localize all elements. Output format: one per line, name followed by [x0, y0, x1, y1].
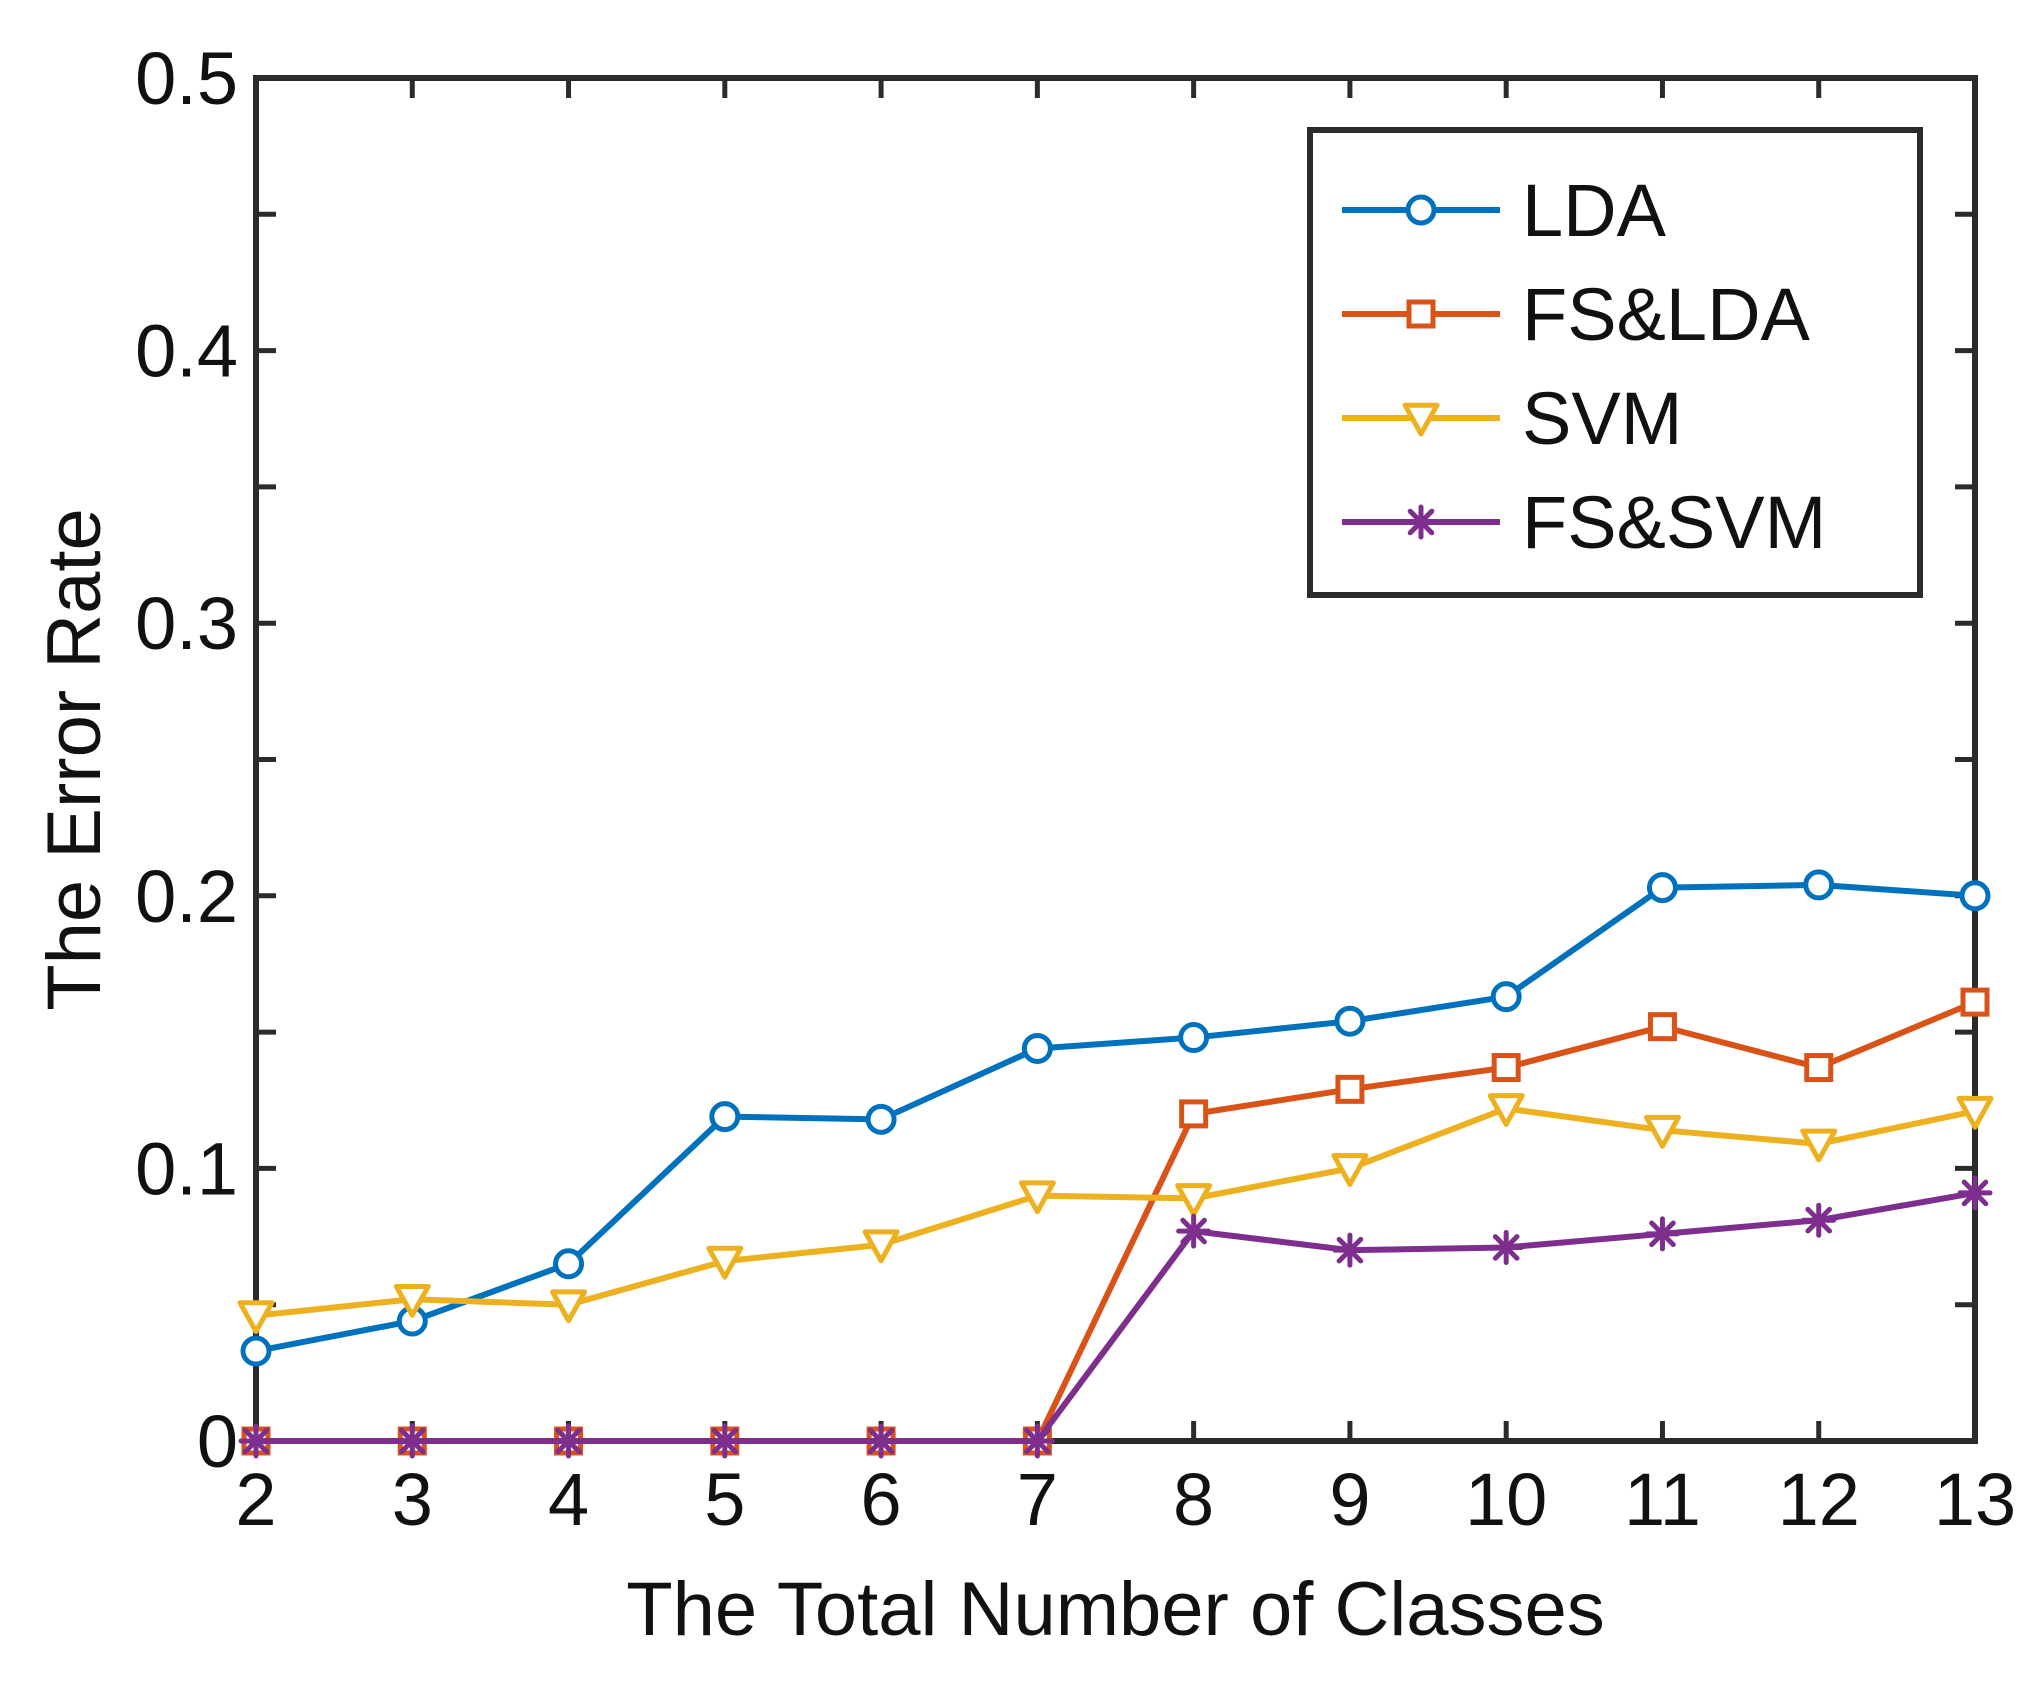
legend-label: SVM [1522, 377, 1682, 460]
legend-marker [1402, 402, 1440, 437]
data-point-lda [553, 1248, 585, 1280]
marker-stroke [1407, 508, 1435, 536]
data-point-fs-lda [1335, 1074, 1365, 1104]
data-point-svm [1331, 1153, 1369, 1187]
data-point-svm [1956, 1095, 1994, 1130]
marker-stroke [1492, 1234, 1520, 1261]
legend-marker [1403, 504, 1439, 540]
legend-label: LDA [1522, 169, 1667, 252]
data-point-fs-svm [551, 1423, 587, 1459]
legend: LDA FS&LDA SVM FS&SVM [1307, 127, 1923, 598]
data-point-svm [1175, 1183, 1213, 1217]
marker-stroke [1805, 1206, 1833, 1234]
data-point-lda [1959, 880, 1991, 912]
marker-stroke [711, 1427, 739, 1455]
data-point-fs-svm [707, 1423, 743, 1459]
marker-stroke [867, 1427, 895, 1455]
data-point-lda [709, 1101, 741, 1133]
data-point-lda [865, 1103, 897, 1135]
data-point-lda [1021, 1032, 1053, 1064]
x-tick-label: 8 [1173, 1458, 1214, 1541]
legend-label: FS&LDA [1522, 273, 1811, 356]
data-point-fs-lda [1491, 1053, 1521, 1083]
data-point-fs-svm [1488, 1229, 1524, 1265]
y-axis-label: The Error Rate [32, 508, 117, 1011]
data-point-lda [1334, 1005, 1366, 1037]
data-point-svm [1487, 1093, 1525, 1127]
series-line-svm [255, 1105, 1976, 1319]
series-lda [240, 869, 1991, 1367]
series-line-fs-svm [256, 1189, 1976, 1444]
legend-item-fs-svm: FS&SVM [1342, 481, 1826, 564]
y-tick-label: 0 [197, 1400, 238, 1483]
marker-stroke [1961, 1179, 1989, 1207]
data-point-svm [1018, 1180, 1056, 1215]
data-point-svm [393, 1283, 431, 1318]
data-point-svm [550, 1289, 588, 1324]
data-point-lda [240, 1335, 272, 1367]
data-point-fs-svm [863, 1423, 899, 1459]
x-tick-label: 7 [1017, 1458, 1058, 1541]
series-fs-svm [238, 1175, 1993, 1459]
data-point-svm [862, 1229, 900, 1264]
data-point-svm [1800, 1128, 1838, 1163]
data-point-fs-lda [1647, 1012, 1677, 1042]
data-point-lda [1178, 1022, 1210, 1054]
data-point-lda [1646, 872, 1678, 904]
data-point-fs-lda [1960, 987, 1990, 1017]
legend-marker [1405, 194, 1437, 226]
x-tick-label: 3 [392, 1458, 433, 1541]
legend-item-fs-lda: FS&LDA [1342, 273, 1811, 356]
legend-label: FS&SVM [1522, 481, 1826, 564]
marker-stroke [1649, 1220, 1676, 1248]
data-point-svm [706, 1245, 744, 1280]
marker-stroke [1336, 1236, 1364, 1264]
series-line-lda [255, 881, 1976, 1354]
data-point-fs-svm [1176, 1213, 1212, 1249]
legend-item-svm: SVM [1342, 377, 1682, 460]
x-tick-label: 12 [1778, 1458, 1860, 1541]
y-tick-label: 0.1 [135, 1127, 238, 1210]
y-tick-label: 0.4 [135, 310, 238, 393]
data-point-lda [1490, 981, 1522, 1013]
legend-marker [1406, 299, 1436, 329]
x-tick-label: 10 [1465, 1458, 1547, 1541]
x-tick-label: 4 [548, 1458, 589, 1541]
data-point-fs-svm [238, 1423, 274, 1459]
data-point-fs-svm [1957, 1175, 1993, 1211]
data-point-fs-lda [1804, 1053, 1834, 1083]
x-axis-label: The Total Number of Classes [626, 1567, 1605, 1652]
data-point-fs-svm [1644, 1216, 1680, 1252]
marker-stroke [398, 1427, 426, 1455]
data-point-fs-lda [1179, 1099, 1209, 1129]
x-tick-label: 5 [704, 1458, 745, 1541]
x-tick-label: 6 [861, 1458, 902, 1541]
x-tick-label: 9 [1329, 1458, 1370, 1541]
tick-label-layer: 2 3 4 5 6 7 8 9 10 11 12 13 0 0.1 0.2 0.3 0.4 0.5 [135, 37, 2016, 1541]
data-point-fs-svm [1801, 1202, 1837, 1238]
marker-stroke [1180, 1217, 1207, 1245]
data-point-svm [1643, 1114, 1681, 1149]
data-point-fs-svm [1019, 1423, 1055, 1459]
data-point-fs-svm [394, 1423, 430, 1459]
data-point-svm [237, 1300, 275, 1335]
marker-stroke [242, 1427, 270, 1455]
x-tick-label: 11 [1624, 1458, 1701, 1541]
series-layer [237, 869, 1994, 1459]
y-tick-label: 0.3 [135, 582, 238, 665]
y-tick-label: 0.5 [135, 37, 238, 120]
data-point-fs-svm [1332, 1232, 1368, 1268]
x-tick-label: 13 [1934, 1458, 2016, 1541]
y-tick-label: 0.2 [135, 855, 238, 938]
legend-item-lda: LDA [1342, 169, 1667, 252]
marker-stroke [1024, 1427, 1051, 1455]
marker-stroke [555, 1427, 582, 1455]
x-tick-label: 2 [235, 1458, 276, 1541]
data-point-lda [1803, 869, 1835, 901]
series-svm [237, 1093, 1994, 1335]
